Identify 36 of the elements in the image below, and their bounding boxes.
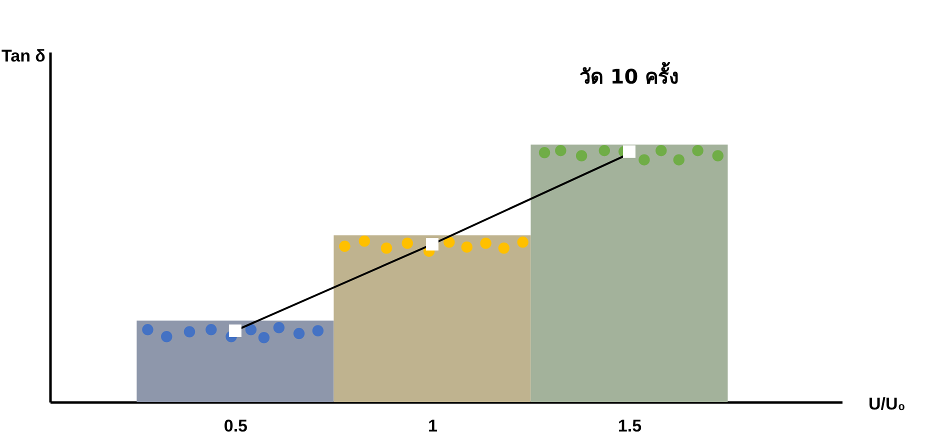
x-axis-title: U/U₀ [868, 394, 906, 414]
point [480, 238, 492, 249]
point [142, 324, 154, 336]
point [228, 324, 242, 337]
point [293, 328, 305, 340]
x-tick-label: 1.5 [618, 416, 642, 436]
x-tick-label: 1 [428, 416, 438, 436]
point [402, 238, 414, 249]
point [245, 324, 257, 336]
point [339, 240, 350, 252]
point [638, 154, 650, 166]
point [517, 236, 528, 248]
point [426, 238, 438, 250]
point [161, 331, 172, 342]
point [206, 324, 217, 336]
point [273, 322, 285, 334]
point [673, 154, 684, 166]
point [598, 144, 610, 156]
x-tick-label: 0.5 [224, 416, 248, 436]
point [656, 144, 667, 156]
point [538, 147, 550, 158]
point [312, 325, 324, 336]
point [461, 241, 473, 253]
y-axis-title: Tan δ [2, 46, 46, 66]
point [184, 326, 196, 338]
text: วัด 10 ครั้ง [579, 62, 680, 89]
point [576, 150, 588, 162]
point [258, 332, 270, 344]
point [380, 242, 392, 254]
point [555, 144, 566, 156]
point [444, 236, 455, 248]
point [358, 236, 370, 247]
point [498, 242, 510, 254]
point [692, 144, 704, 156]
point [712, 150, 724, 162]
point [622, 145, 636, 158]
